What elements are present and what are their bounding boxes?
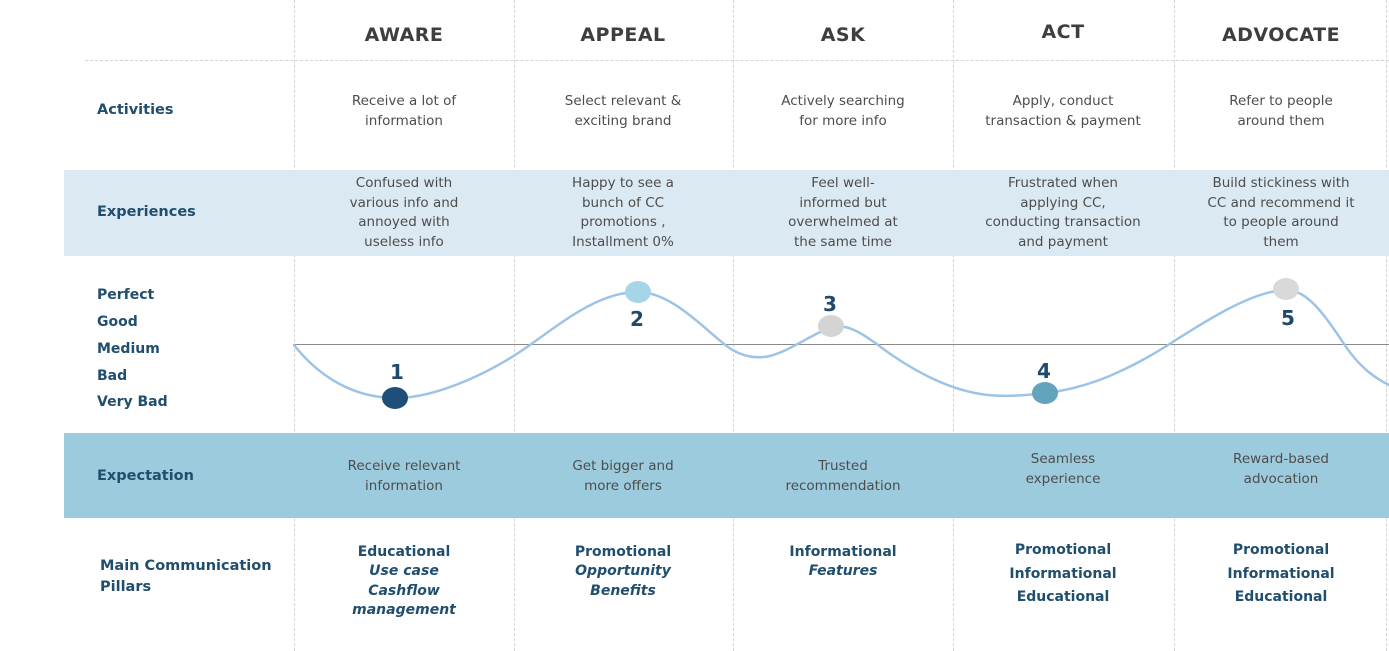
pillar-secondary-aware: Use case Cashflow management	[352, 563, 456, 618]
column-divider	[1174, 0, 1175, 651]
activities-cell-aware: Receive a lot of information	[351, 93, 457, 129]
medium-baseline	[294, 344, 1389, 345]
stage-header-appeal: APPEAL	[580, 24, 666, 46]
activities-row-label: Activities	[97, 102, 174, 118]
pillar-primary-aware: Educational	[357, 544, 451, 560]
experiences-band	[64, 170, 1389, 256]
expectation-cell-act: Seamless experience	[1025, 451, 1101, 487]
column-divider	[1386, 0, 1387, 651]
column-divider	[514, 0, 515, 651]
expectation-band	[64, 433, 1389, 518]
column-divider	[953, 0, 954, 651]
journey-point-3	[818, 315, 844, 337]
pillar-primary-appeal: Promotional	[574, 544, 672, 560]
experiences-row-label: Experiences	[97, 204, 196, 220]
activities-cell-appeal: Select relevant & exciting brand	[564, 93, 682, 129]
journey-point-5	[1273, 278, 1299, 300]
expectation-cell-advocate: Reward-based advocation	[1233, 451, 1329, 487]
expectation-row-label: Expectation	[97, 468, 194, 484]
journey-point-1	[382, 387, 408, 409]
activities-cell-act: Apply, conduct transaction & payment	[985, 93, 1141, 129]
pillar-primary-advocate: Promotional Informational Educational	[1227, 542, 1335, 605]
experiences-cell-act: Frustrated when applying CC, conducting …	[985, 175, 1141, 250]
journey-point-1-label: 1	[390, 360, 404, 384]
column-divider	[294, 0, 295, 651]
activities-cell-ask: Actively searching for more info	[781, 93, 905, 129]
expectation-cell-appeal: Get bigger and more offers	[572, 458, 674, 494]
experiences-cell-aware: Confused with various info and annoyed w…	[349, 175, 459, 250]
experiences-cell-advocate: Build stickiness with CC and recommend i…	[1207, 175, 1355, 250]
journey-point-4-label: 4	[1037, 359, 1051, 383]
pillar-primary-ask: Informational	[789, 544, 897, 560]
pillar-secondary-appeal: Opportunity Benefits	[575, 563, 671, 599]
journey-point-5-label: 5	[1281, 306, 1295, 330]
journey-point-2	[625, 281, 651, 303]
scale-label-medium: Medium	[97, 341, 160, 357]
experiences-cell-appeal: Happy to see a bunch of CC promotions , …	[572, 175, 674, 250]
expectation-cell-aware: Receive relevant information	[347, 458, 461, 494]
scale-label-bad: Bad	[97, 368, 128, 384]
journey-point-4	[1032, 382, 1058, 404]
pillar-primary-act: Promotional Informational Educational	[1009, 542, 1117, 605]
scale-label-very-bad: Very Bad	[97, 394, 168, 410]
pillar-secondary-ask: Features	[808, 563, 878, 579]
journey-point-2-label: 2	[630, 307, 644, 331]
scale-label-perfect: Perfect	[97, 287, 155, 303]
activities-cell-advocate: Refer to people around them	[1229, 93, 1333, 129]
header-divider	[85, 60, 1389, 61]
experiences-cell-ask: Feel well- informed but overwhelmed at t…	[788, 175, 898, 250]
stage-header-aware: AWARE	[364, 24, 444, 46]
scale-label-good: Good	[97, 314, 138, 330]
pillars-row-label: Main Communication Pillars	[100, 558, 272, 595]
column-divider	[733, 0, 734, 651]
stage-header-act: ACT	[1041, 21, 1085, 43]
stage-header-ask: ASK	[820, 24, 866, 46]
expectation-cell-ask: Trusted recommendation	[785, 458, 901, 494]
journey-point-3-label: 3	[823, 292, 837, 316]
stage-header-advocate: ADVOCATE	[1221, 24, 1341, 46]
